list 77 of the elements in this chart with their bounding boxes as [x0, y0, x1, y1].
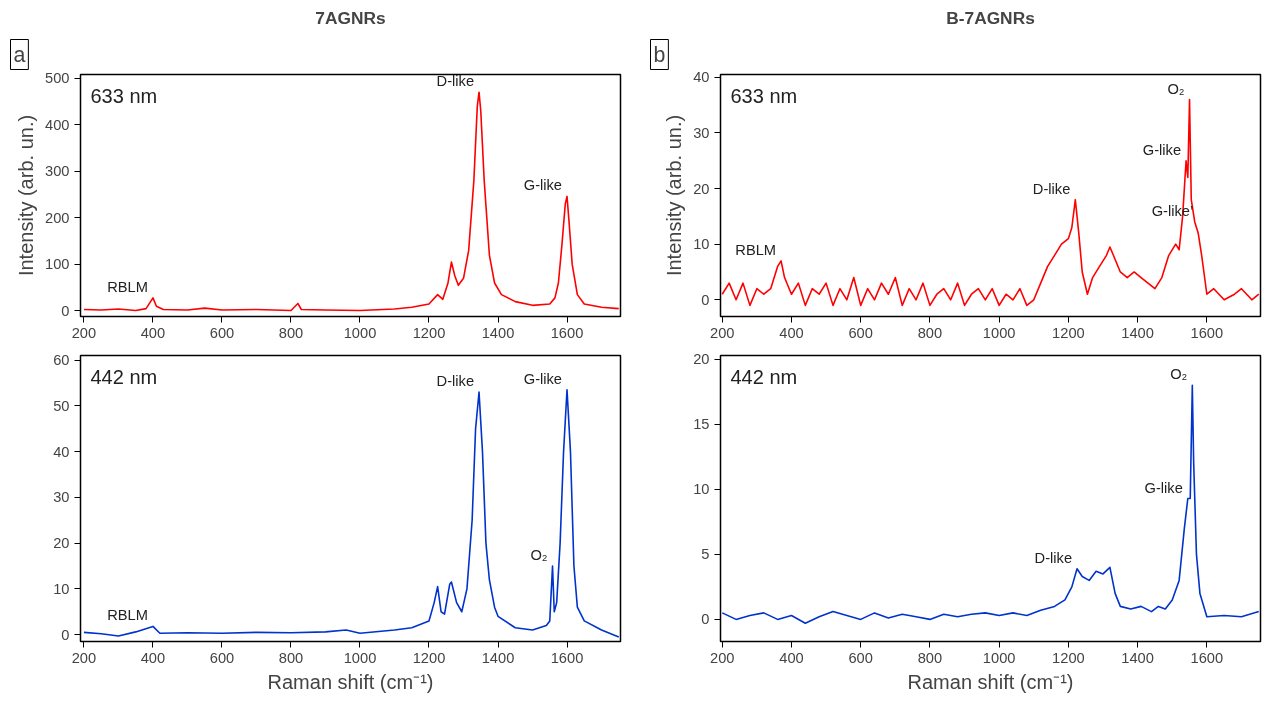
x-tick-label: 1000 — [982, 649, 1016, 666]
x-tick-label: 1200 — [1052, 649, 1085, 666]
annotation: 442 nm — [730, 365, 798, 388]
y-tick-label: 500 — [45, 70, 70, 87]
x-tick-label: 1000 — [982, 324, 1016, 341]
y-tick-label: 40 — [53, 443, 70, 460]
text: a — [13, 42, 26, 67]
x-tick-label: 600 — [209, 649, 235, 666]
x-tick-label: 800 — [278, 649, 304, 666]
y-tick-label: 0 — [701, 611, 710, 628]
x-axis-title: Raman shift (cm⁻¹) — [907, 670, 1074, 693]
annotation: D-like — [436, 373, 475, 390]
annotation: RBLM — [735, 241, 777, 258]
y-tick-label: 200 — [45, 209, 70, 226]
y-tick-label: 40 — [693, 69, 710, 86]
x-tick-label: 1400 — [1121, 324, 1154, 341]
chart-title: 7AGNRs — [315, 7, 386, 28]
annotation: G-like — [523, 370, 563, 387]
y-tick-label: 0 — [61, 626, 70, 643]
annotation: O₂ — [530, 547, 548, 563]
x-tick-label: 1200 — [1052, 324, 1085, 341]
y-axis-title: Intensity (arb. un.) — [663, 114, 686, 277]
x-tick-label: 1400 — [1121, 649, 1154, 666]
annotation: RBLM — [107, 607, 148, 624]
x-tick-label: 1600 — [1190, 324, 1224, 341]
annotation: 633 nm — [730, 84, 798, 107]
y-tick-label: 20 — [53, 535, 70, 552]
x-tick-label: 1600 — [1190, 649, 1224, 666]
x-tick-label: 600 — [848, 324, 873, 341]
annotation: 442 nm — [90, 365, 158, 388]
x-tick-label: 400 — [779, 324, 804, 341]
y-tick-label: 300 — [45, 163, 70, 180]
x-tick-label: 1200 — [412, 649, 446, 666]
x-tick-label: 400 — [779, 649, 804, 666]
y-tick-label: 60 — [53, 352, 70, 369]
x-tick-label: 800 — [917, 324, 943, 341]
x-tick-label: 600 — [209, 324, 235, 341]
x-tick-label: 800 — [278, 324, 304, 341]
x-tick-label: 1000 — [343, 649, 377, 666]
x-tick-label: 800 — [917, 649, 943, 666]
y-tick-label: 30 — [693, 124, 710, 141]
annotation: O₂ — [1167, 80, 1185, 97]
x-tick-label: 1400 — [481, 324, 515, 341]
y-tick-label: 5 — [701, 546, 710, 563]
annotation: O₂ — [1170, 366, 1188, 383]
y-tick-label: 15 — [693, 416, 710, 433]
annotation: G-like — [1144, 479, 1183, 496]
y-tick-label: 30 — [53, 489, 70, 506]
x-axis-title: Raman shift (cm⁻¹) — [267, 670, 434, 693]
annotation: RBLM — [107, 278, 148, 295]
x-tick-label: 400 — [140, 324, 166, 341]
y-axis-title: Intensity (arb. un.) — [15, 114, 38, 277]
y-tick-label: 0 — [61, 302, 70, 319]
y-tick-label: 0 — [701, 291, 710, 308]
annotation: D-like — [1034, 549, 1073, 566]
annotation: G-like — [523, 177, 563, 194]
annotation: D-like — [436, 73, 475, 90]
text: b — [653, 42, 666, 67]
y-tick-label: 50 — [53, 397, 70, 414]
x-tick-label: 600 — [848, 649, 873, 666]
annotation: G-like — [1142, 141, 1182, 158]
x-tick-label: 1600 — [550, 649, 584, 666]
y-tick-label: 10 — [53, 580, 70, 597]
x-tick-label: 1200 — [412, 324, 446, 341]
annotation: 633 nm — [90, 84, 158, 107]
chart-title: B-7AGNRs — [946, 7, 1035, 28]
x-tick-label: 1000 — [343, 324, 377, 341]
x-tick-label: 1400 — [481, 649, 515, 666]
y-tick-label: 10 — [693, 236, 710, 253]
y-tick-label: 400 — [45, 116, 70, 133]
y-tick-label: 20 — [693, 180, 710, 197]
x-tick-label: 1600 — [550, 324, 584, 341]
y-tick-label: 100 — [45, 256, 70, 273]
x-tick-label: 400 — [140, 649, 166, 666]
y-tick-label: 20 — [693, 351, 710, 368]
annotation: D-like — [1032, 180, 1071, 197]
y-tick-label: 10 — [693, 481, 710, 498]
